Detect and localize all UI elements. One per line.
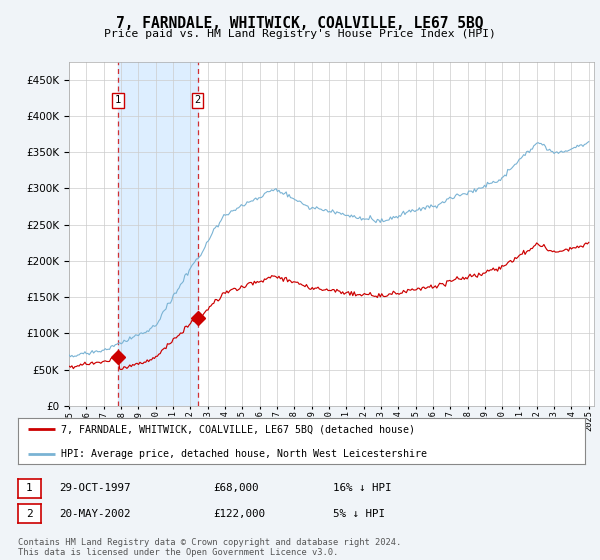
Text: £68,000: £68,000 <box>213 483 259 493</box>
Text: 2: 2 <box>26 508 33 519</box>
Text: Contains HM Land Registry data © Crown copyright and database right 2024.
This d: Contains HM Land Registry data © Crown c… <box>18 538 401 557</box>
Text: £122,000: £122,000 <box>213 508 265 519</box>
Text: 16% ↓ HPI: 16% ↓ HPI <box>333 483 392 493</box>
Text: 1: 1 <box>26 483 33 493</box>
Text: 7, FARNDALE, WHITWICK, COALVILLE, LE67 5BQ (detached house): 7, FARNDALE, WHITWICK, COALVILLE, LE67 5… <box>61 424 415 434</box>
Text: Price paid vs. HM Land Registry's House Price Index (HPI): Price paid vs. HM Land Registry's House … <box>104 29 496 39</box>
Text: 5% ↓ HPI: 5% ↓ HPI <box>333 508 385 519</box>
Text: 29-OCT-1997: 29-OCT-1997 <box>59 483 130 493</box>
Text: 7, FARNDALE, WHITWICK, COALVILLE, LE67 5BQ: 7, FARNDALE, WHITWICK, COALVILLE, LE67 5… <box>116 16 484 31</box>
Text: 1: 1 <box>115 95 121 105</box>
Text: 2: 2 <box>194 95 200 105</box>
Bar <box>118 62 197 406</box>
Text: HPI: Average price, detached house, North West Leicestershire: HPI: Average price, detached house, Nort… <box>61 449 427 459</box>
Text: 20-MAY-2002: 20-MAY-2002 <box>59 508 130 519</box>
